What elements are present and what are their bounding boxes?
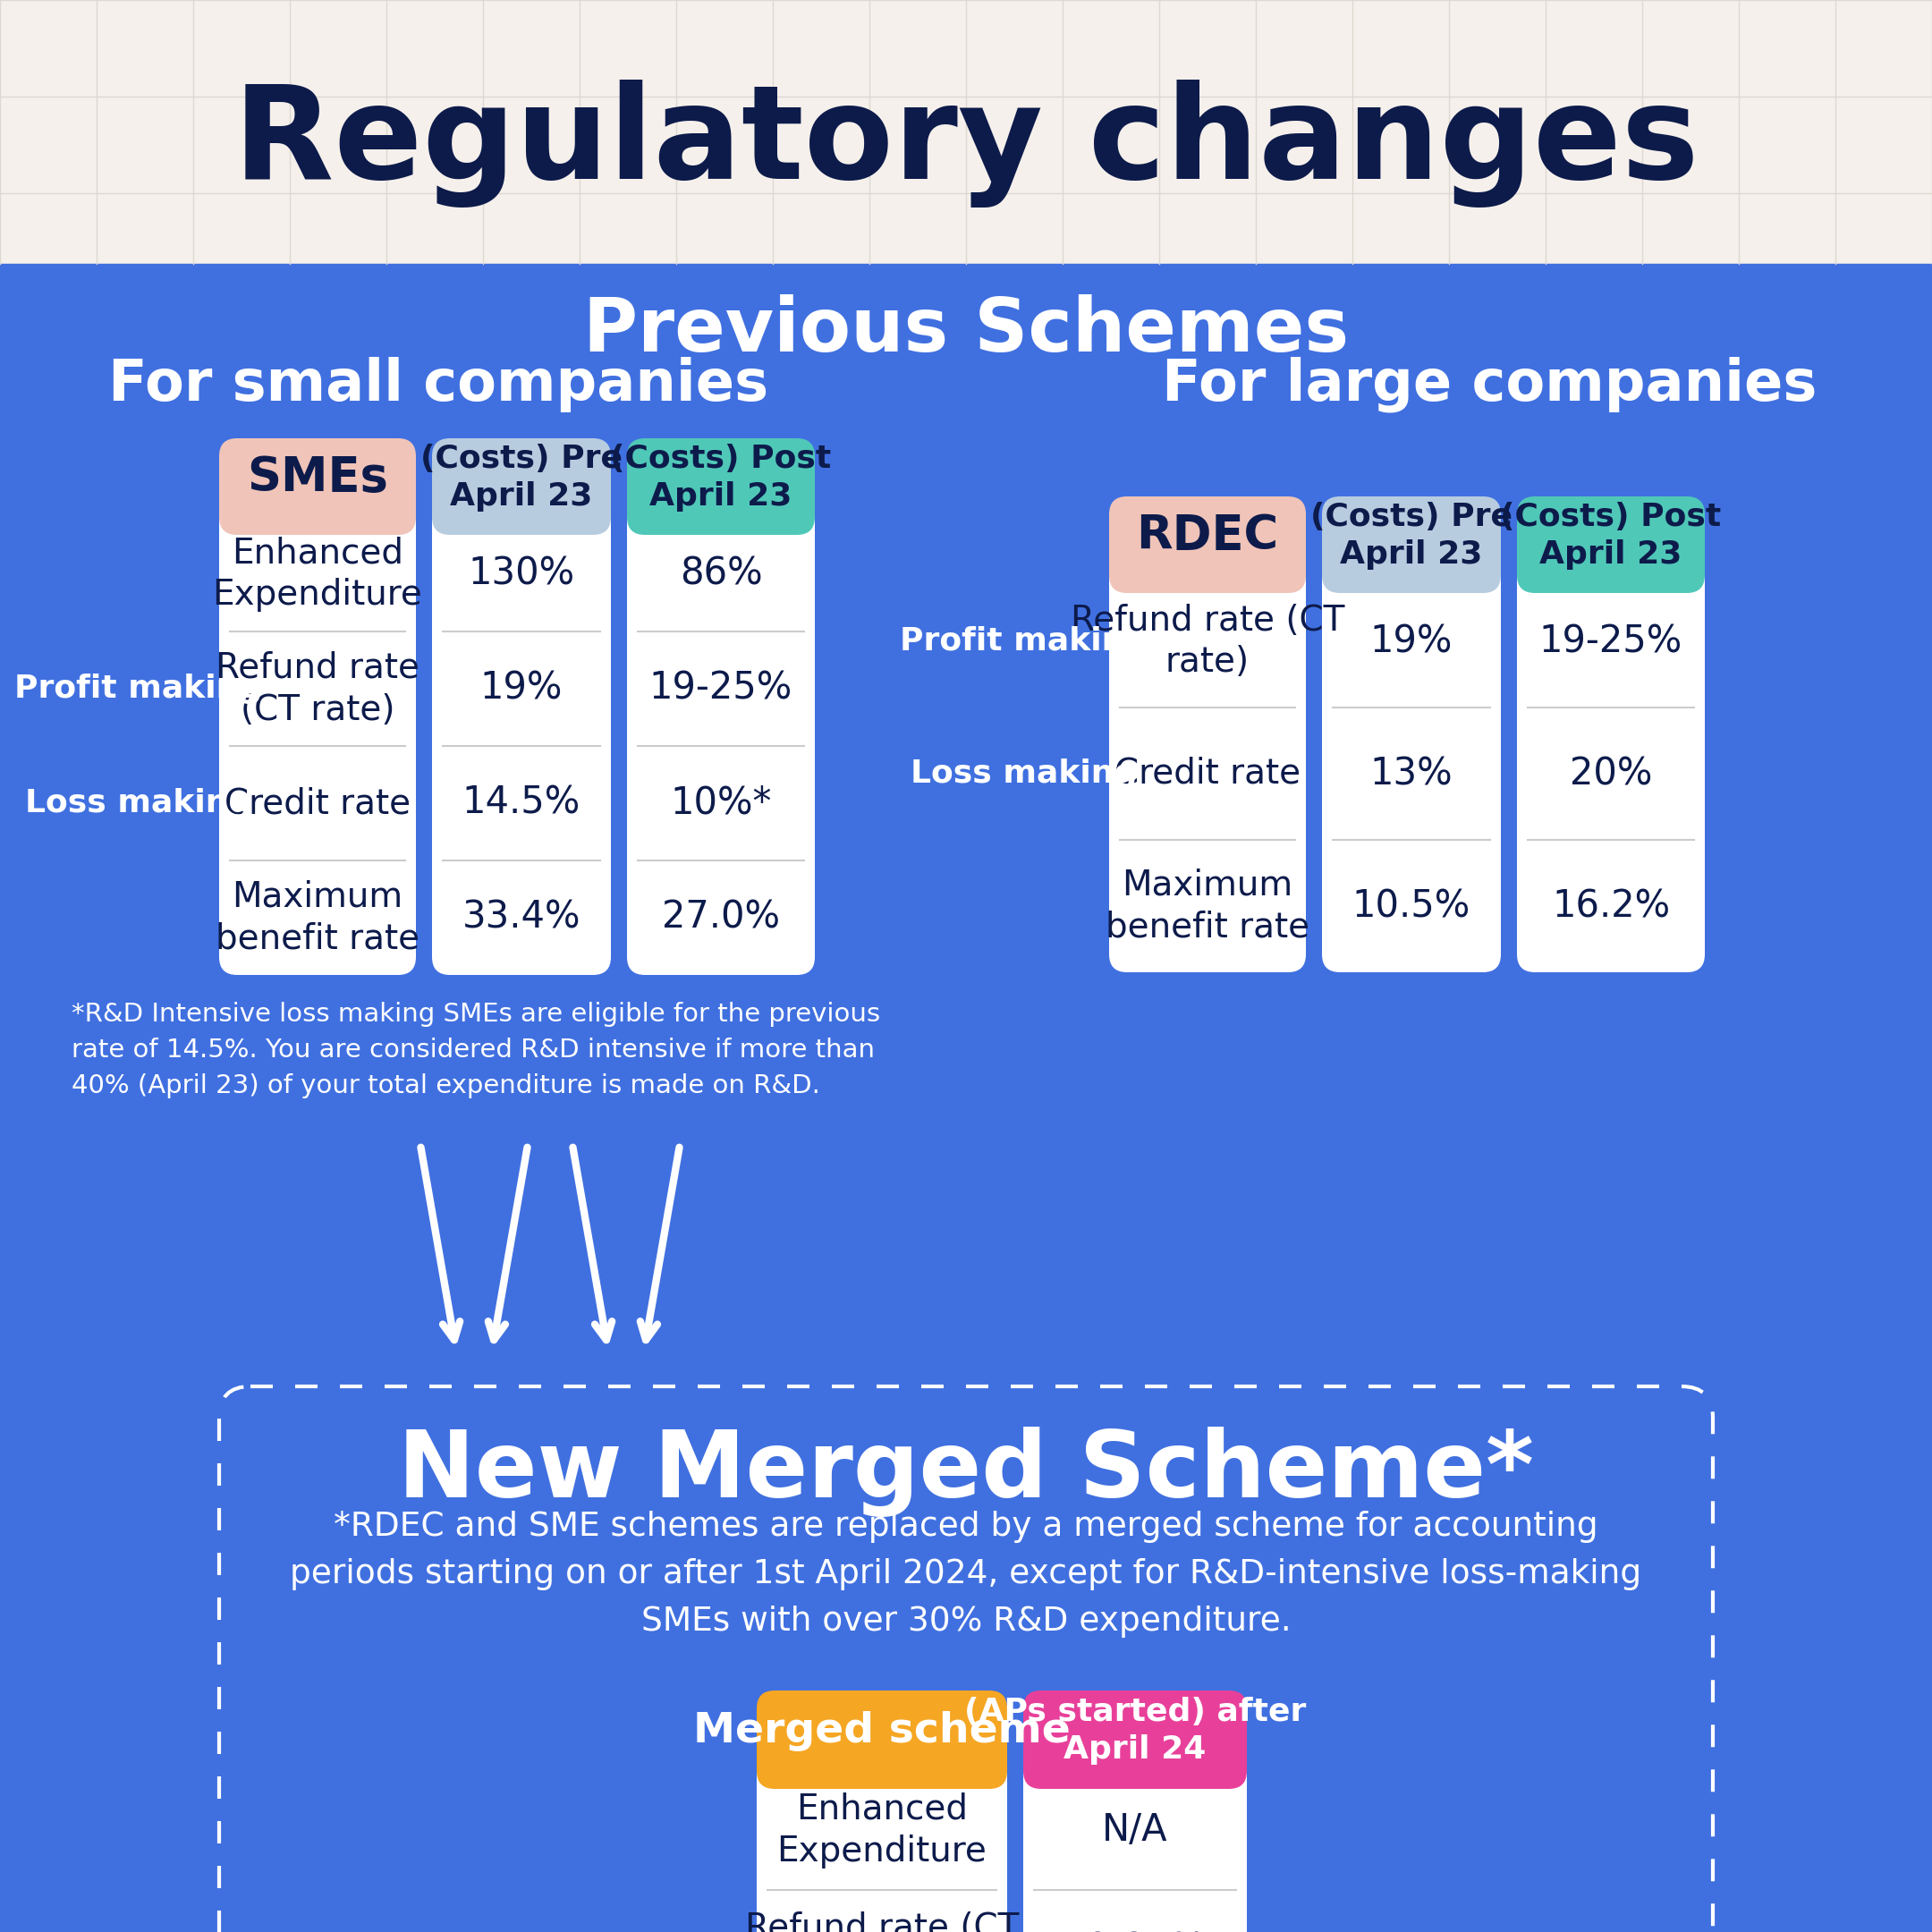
Text: Refund rate
(CT rate): Refund rate (CT rate) [216,651,419,726]
Text: New Merged Scheme*: New Merged Scheme* [398,1426,1534,1517]
Text: (Costs) Pre
April 23: (Costs) Pre April 23 [421,444,622,512]
Text: 19%: 19% [481,670,562,707]
Text: Credit rate: Credit rate [224,786,412,821]
Text: 14.5%: 14.5% [462,784,582,821]
Text: Previous Schemes: Previous Schemes [583,296,1349,367]
Text: Profit making: Profit making [15,674,263,703]
FancyBboxPatch shape [1321,497,1501,593]
Text: 33.4%: 33.4% [462,898,582,937]
Text: Regulatory changes: Regulatory changes [234,79,1698,207]
Text: (Costs) Pre
April 23: (Costs) Pre April 23 [1310,502,1513,570]
Text: 27.0%: 27.0% [663,898,781,937]
Text: 19%: 19% [1370,622,1453,661]
Text: Refund rate (CT
rate): Refund rate (CT rate) [746,1911,1018,1932]
Text: Credit rate: Credit rate [1115,757,1300,790]
Text: (Costs) Post
April 23: (Costs) Post April 23 [1501,502,1721,570]
Text: Merged scheme: Merged scheme [694,1710,1070,1750]
Text: For large companies: For large companies [1161,357,1816,413]
Text: Refund rate (CT
rate): Refund rate (CT rate) [1070,603,1345,680]
FancyBboxPatch shape [1321,535,1501,972]
FancyBboxPatch shape [433,477,611,976]
Text: N/A: N/A [1101,1812,1169,1849]
Text: Profit making: Profit making [900,626,1148,657]
FancyBboxPatch shape [757,1731,1007,1932]
FancyBboxPatch shape [433,439,611,535]
Text: 130%: 130% [468,556,574,593]
Text: For small companies: For small companies [108,357,769,412]
Text: *R&D Intensive loss making SMEs are eligible for the previous
rate of 14.5%. You: *R&D Intensive loss making SMEs are elig… [71,1003,881,1099]
Text: 19-25%: 19-25% [649,670,792,707]
Text: Maximum
benefit rate: Maximum benefit rate [1105,867,1310,945]
Text: (APs started) after
April 24: (APs started) after April 24 [964,1696,1306,1764]
Text: 13%: 13% [1370,755,1453,792]
Text: (Costs) Post
April 23: (Costs) Post April 23 [611,444,831,512]
Text: Enhanced
Expenditure: Enhanced Expenditure [213,537,423,612]
FancyBboxPatch shape [218,439,415,535]
Text: Loss making: Loss making [910,759,1138,788]
Text: SMEs: SMEs [247,454,388,500]
FancyBboxPatch shape [1024,1690,1246,1789]
Text: RDEC: RDEC [1136,512,1279,558]
Text: 10%*: 10%* [670,784,771,821]
FancyBboxPatch shape [1024,1731,1246,1932]
FancyBboxPatch shape [1109,497,1306,593]
FancyBboxPatch shape [1517,535,1704,972]
Text: Maximum
benefit rate: Maximum benefit rate [216,879,419,956]
FancyBboxPatch shape [757,1690,1007,1789]
FancyBboxPatch shape [218,477,415,976]
Text: 16.2%: 16.2% [1551,887,1669,925]
Bar [0,265,1932,1932]
FancyBboxPatch shape [1109,535,1306,972]
Text: Loss making: Loss making [25,788,251,819]
Bar [0,0,1932,265]
Text: 20%: 20% [1569,755,1652,792]
Text: 19-25%: 19-25% [1540,622,1683,661]
Text: Enhanced
Expenditure: Enhanced Expenditure [777,1793,987,1868]
Text: 10.5%: 10.5% [1352,887,1470,925]
Text: *RDEC and SME schemes are replaced by a merged scheme for accounting
periods sta: *RDEC and SME schemes are replaced by a … [290,1511,1642,1638]
Text: 86%: 86% [680,556,763,593]
FancyBboxPatch shape [628,439,815,535]
FancyBboxPatch shape [628,477,815,976]
FancyBboxPatch shape [1517,497,1704,593]
